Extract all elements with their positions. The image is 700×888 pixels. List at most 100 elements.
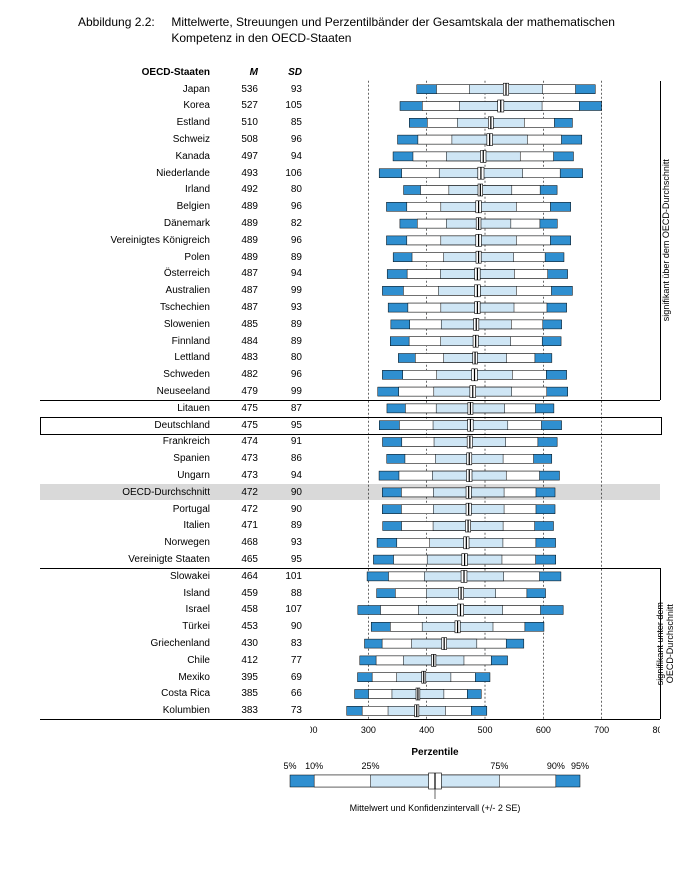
sd-value: 101 [262,571,306,582]
sd-value: 105 [262,100,306,111]
table-row: Australien48799 [40,282,310,299]
country-name: Italien [40,520,218,531]
sd-value: 90 [262,487,306,498]
section-rule [40,719,660,720]
svg-text:500: 500 [477,725,492,735]
table-header: OECD-Staaten M SD [40,64,310,81]
table-row: Frankreich47491 [40,434,310,451]
table-row: Polen48989 [40,249,310,266]
sd-value: 93 [262,302,306,313]
mean-value: 487 [218,285,262,296]
country-name: Türkei [40,621,218,632]
sd-value: 99 [262,285,306,296]
mean-value: 472 [218,504,262,515]
svg-text:400: 400 [419,725,434,735]
sd-value: 83 [262,638,306,649]
table-row: Finnland48489 [40,333,310,350]
table-row: Niederlande493106 [40,165,310,182]
country-name: Griechenland [40,638,218,649]
mean-value: 472 [218,487,262,498]
mean-value: 489 [218,218,262,229]
mean-value: 468 [218,537,262,548]
mean-value: 383 [218,705,262,716]
country-name: Slowenien [40,319,218,330]
svg-text:700: 700 [594,725,609,735]
table-row: Österreich48794 [40,266,310,283]
table-row: Costa Rica38566 [40,685,310,702]
sd-value: 77 [262,655,306,666]
svg-text:90%: 90% [547,761,565,771]
side-label-upper: signifikant über dem OECD-Durchschnitt [662,85,672,396]
country-name: Norwegen [40,537,218,548]
svg-text:25%: 25% [362,761,380,771]
svg-text:Mittelwert und Konfidenzinterv: Mittelwert und Konfidenzintervall (+/- 2… [350,803,521,813]
mean-value: 483 [218,352,262,363]
country-name: Japan [40,84,218,95]
country-name: Chile [40,655,218,666]
table-row: Kanada49794 [40,148,310,165]
country-name: Schweiz [40,134,218,145]
country-name: Vereinigte Staaten [40,554,218,565]
mean-value: 510 [218,117,262,128]
country-name: Dänemark [40,218,218,229]
country-name: Litauen [40,403,218,414]
mean-value: 489 [218,252,262,263]
country-name: Polen [40,252,218,263]
sd-value: 94 [262,268,306,279]
country-name: Estland [40,117,218,128]
country-name: Costa Rica [40,688,218,699]
table-row: Portugal47290 [40,501,310,518]
table-row: Griechenland43083 [40,635,310,652]
emphasis-box [40,417,662,435]
chart-svg: 200300400500600700800 [310,64,660,743]
sd-value: 89 [262,252,306,263]
country-name: Belgien [40,201,218,212]
country-name: Mexiko [40,672,218,683]
side-label-lower: signifikant unter dem OECD-Durchschnitt [656,572,676,715]
country-name: Niederlande [40,168,218,179]
svg-text:600: 600 [536,725,551,735]
header-m: M [218,67,262,78]
sd-value: 66 [262,688,306,699]
caption-text: Mittelwerte, Streuungen und Perzentilbän… [171,14,631,46]
table-row: Slowenien48589 [40,316,310,333]
country-name: Vereinigtes Königreich [40,235,218,246]
sd-value: 94 [262,151,306,162]
sd-value: 96 [262,235,306,246]
table-row: Spanien47386 [40,450,310,467]
group-bracket [660,81,661,400]
mean-value: 430 [218,638,262,649]
legend: Perzentile5%10%25%75%90%95%Mittelwert un… [260,745,610,815]
table-row: Schweiz50896 [40,131,310,148]
group-bracket [660,568,661,719]
country-name: Tschechien [40,302,218,313]
table-row: Neuseeland47999 [40,383,310,400]
mean-value: 489 [218,235,262,246]
sd-value: 80 [262,352,306,363]
sd-value: 73 [262,705,306,716]
country-name: Kolumbien [40,705,218,716]
table-row: OECD-Durchschnitt47290 [40,484,310,501]
mean-value: 527 [218,100,262,111]
svg-text:5%: 5% [283,761,296,771]
country-name: Frankreich [40,436,218,447]
table-row: Korea527105 [40,98,310,115]
mean-value: 508 [218,134,262,145]
svg-text:10%: 10% [305,761,323,771]
table-row: Vereinigte Staaten46595 [40,551,310,568]
table-row: Tschechien48793 [40,299,310,316]
mean-value: 487 [218,302,262,313]
sd-value: 95 [262,554,306,565]
svg-text:300: 300 [361,725,376,735]
sd-value: 96 [262,369,306,380]
mean-value: 473 [218,453,262,464]
caption-label: Abbildung 2.2: [78,14,168,30]
svg-text:95%: 95% [571,761,589,771]
country-name: Österreich [40,268,218,279]
country-name: Spanien [40,453,218,464]
mean-value: 497 [218,151,262,162]
table-row: Litauen47587 [40,400,310,417]
mean-value: 489 [218,201,262,212]
sd-value: 89 [262,319,306,330]
mean-value: 474 [218,436,262,447]
